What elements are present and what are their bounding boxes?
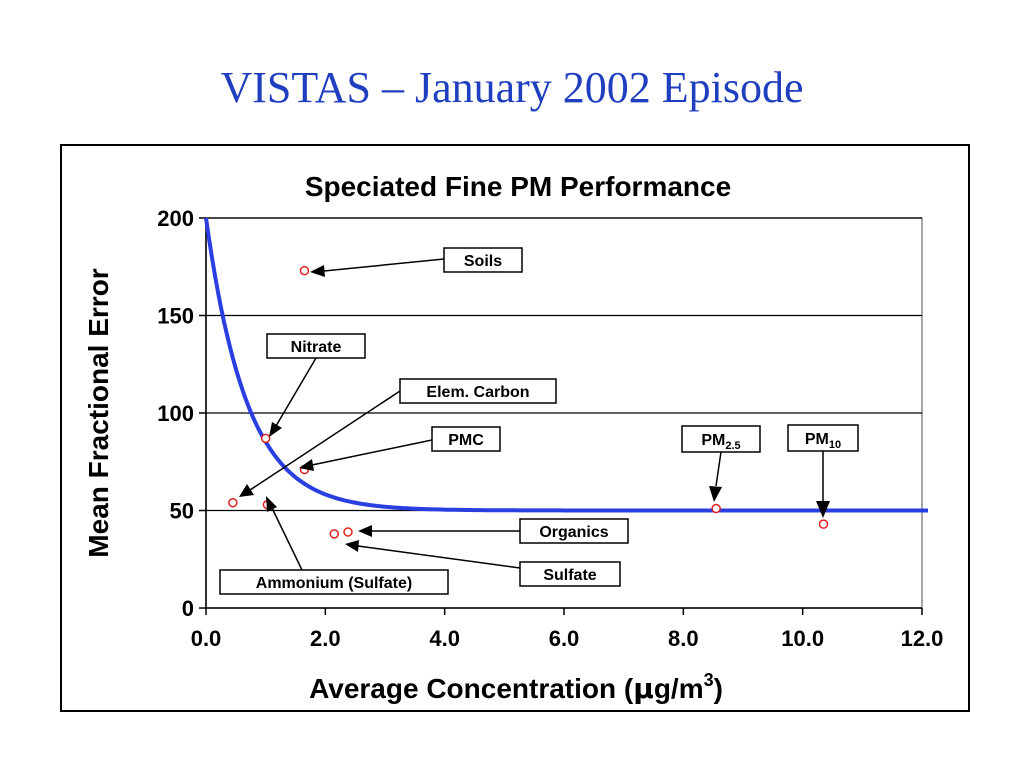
x-tick-label: 12.0: [901, 626, 944, 651]
chart-title: Speciated Fine PM Performance: [305, 171, 731, 202]
callout-pm10: PM10: [787, 424, 859, 518]
data-point-organics: [343, 527, 353, 537]
callout-pm25: PM2.5: [681, 425, 761, 502]
data-point-pm10: [818, 519, 829, 529]
callout-label-pm10: PM10: [805, 431, 841, 451]
callout-soils: Soils: [310, 247, 523, 277]
data-point-soils: [299, 265, 310, 276]
x-tick-labels: 0.0 2.0 4.0 6.0 8.0 10.0 12.0: [191, 626, 944, 651]
data-point-pm2-5: [711, 503, 721, 514]
callout-label-pm25: PM2.5: [701, 432, 740, 452]
y-tick-label: 200: [157, 206, 194, 231]
callout-organics: Organics: [358, 518, 629, 544]
callout-label-soils: Soils: [464, 253, 502, 270]
callout-elem-carbon: Elem. Carbon: [239, 378, 557, 497]
callout-pmc: PMC: [299, 426, 501, 471]
x-axis-label: Average Concentration (µg/m3): [309, 670, 723, 705]
slide-title: VISTAS – January 2002 Episode: [220, 63, 804, 112]
callout-label-pmc: PMC: [448, 432, 484, 449]
data-point-sulfate: [329, 529, 340, 539]
y-tick-labels: 0 50 100 150 200: [157, 206, 194, 621]
callout-nitrate: Nitrate: [266, 333, 366, 437]
callout-label-organics: Organics: [539, 524, 608, 541]
x-tick-label: 8.0: [668, 626, 699, 651]
data-point-nitrate: [260, 433, 271, 444]
x-tick-label: 4.0: [429, 626, 460, 651]
scatter-chart: Speciated Fine PM Performance 0 50 100 150 2…: [83, 171, 944, 705]
callout-label-sulfate: Sulfate: [543, 567, 596, 584]
goal-curve: [204, 217, 928, 513]
x-tick-label: 10.0: [781, 626, 824, 651]
callout-ammonium-sulfate: Ammonium (Sulfate): [219, 496, 449, 595]
callout-sulfate: Sulfate: [345, 540, 621, 587]
axes: [199, 217, 923, 615]
y-axis-label: Mean Fractional Error: [83, 268, 114, 558]
data-point-elem-carbon: [228, 497, 238, 508]
callout-label-nitrate: Nitrate: [291, 339, 342, 356]
y-tick-label: 50: [170, 499, 194, 524]
x-tick-label: 0.0: [191, 626, 222, 651]
grid-lines: [205, 217, 923, 609]
callout-label-ammonium-sulfate: Ammonium (Sulfate): [256, 575, 412, 592]
x-tick-label: 6.0: [549, 626, 580, 651]
chart-frame: Speciated Fine PM Performance 0 50 100 150 2…: [60, 144, 970, 712]
y-tick-label: 0: [182, 596, 194, 621]
x-tick-label: 2.0: [310, 626, 341, 651]
y-tick-label: 150: [157, 304, 194, 329]
y-tick-label: 100: [157, 401, 194, 426]
callout-label-elem-carbon: Elem. Carbon: [426, 384, 529, 401]
